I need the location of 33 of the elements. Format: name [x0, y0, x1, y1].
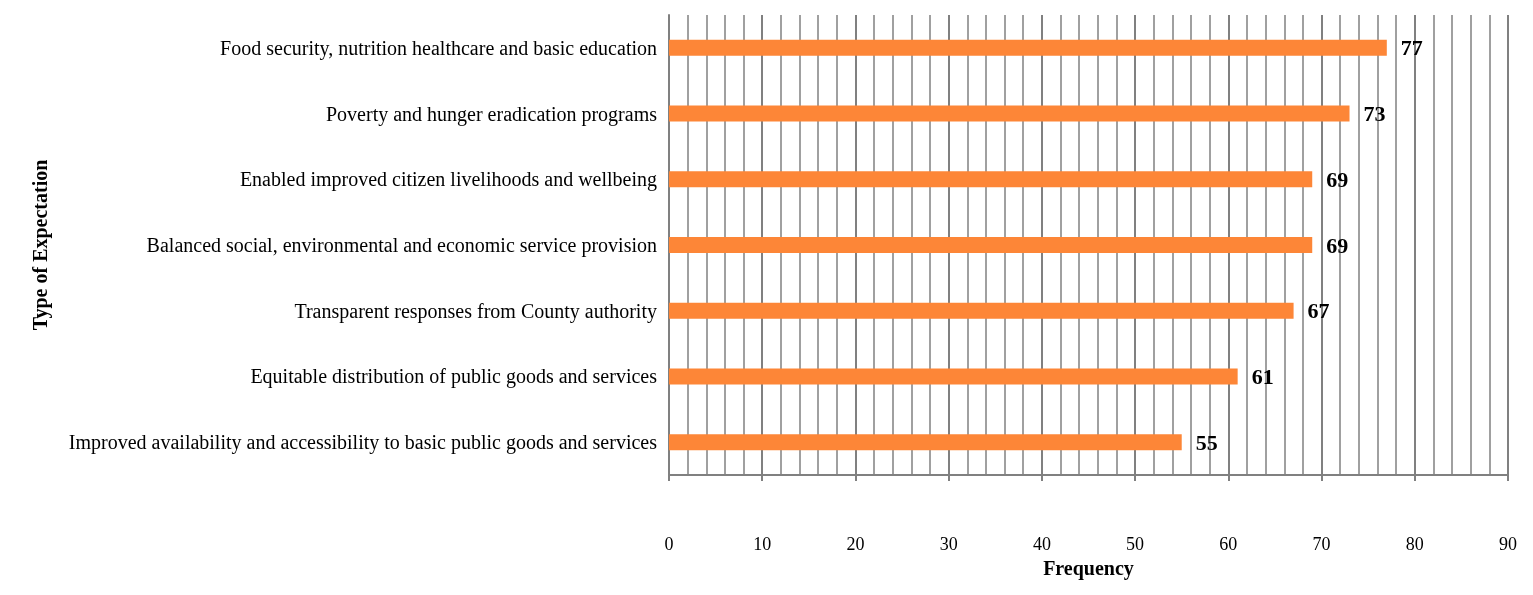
y-tick-label: Balanced social, environmental and economic service provision [146, 234, 657, 257]
data-label: 67 [1307, 298, 1330, 324]
data-label: 55 [1195, 429, 1218, 455]
y-tick-label: Improved availability and accessibility to basic public goods and services [68, 431, 658, 455]
bar [669, 39, 1387, 56]
bar [669, 368, 1238, 385]
y-tick-label: Enabled improved citizen livelihoods and wellbeing [239, 168, 657, 192]
bar [669, 434, 1182, 451]
x-tick-label: 50 [1126, 534, 1145, 554]
y-tick-label: Poverty and hunger eradication programs [325, 102, 658, 126]
data-label: 77 [1400, 35, 1423, 61]
x-tick-label: 70 [1312, 534, 1331, 554]
x-tick-label: 0 [664, 534, 674, 554]
data-label: 69 [1326, 232, 1349, 258]
x-tick-label: 80 [1405, 534, 1424, 554]
y-tick-label: Food security, nutrition healthcare and basic education [220, 36, 657, 60]
data-label: 73 [1363, 101, 1386, 127]
data-label: 61 [1251, 363, 1274, 389]
bar [669, 105, 1350, 122]
x-tick-label: 40 [1032, 534, 1051, 554]
bar [669, 237, 1313, 253]
x-axis-title: Frequency [1043, 556, 1134, 580]
bar [669, 171, 1313, 188]
x-tick-label: 60 [1219, 534, 1238, 554]
x-tick-label: 90 [1499, 534, 1517, 554]
y-tick-label: Transparent responses from County authority [294, 299, 657, 323]
y-axis-title: Type of Expectation [29, 159, 52, 331]
x-tick-label: 30 [939, 534, 958, 554]
x-tick-label: 10 [753, 534, 772, 554]
data-label: 69 [1326, 166, 1349, 192]
y-tick-label: Equitable distribution of public goods and services [250, 365, 658, 389]
x-tick-label: 20 [846, 534, 865, 554]
bar [669, 302, 1294, 319]
